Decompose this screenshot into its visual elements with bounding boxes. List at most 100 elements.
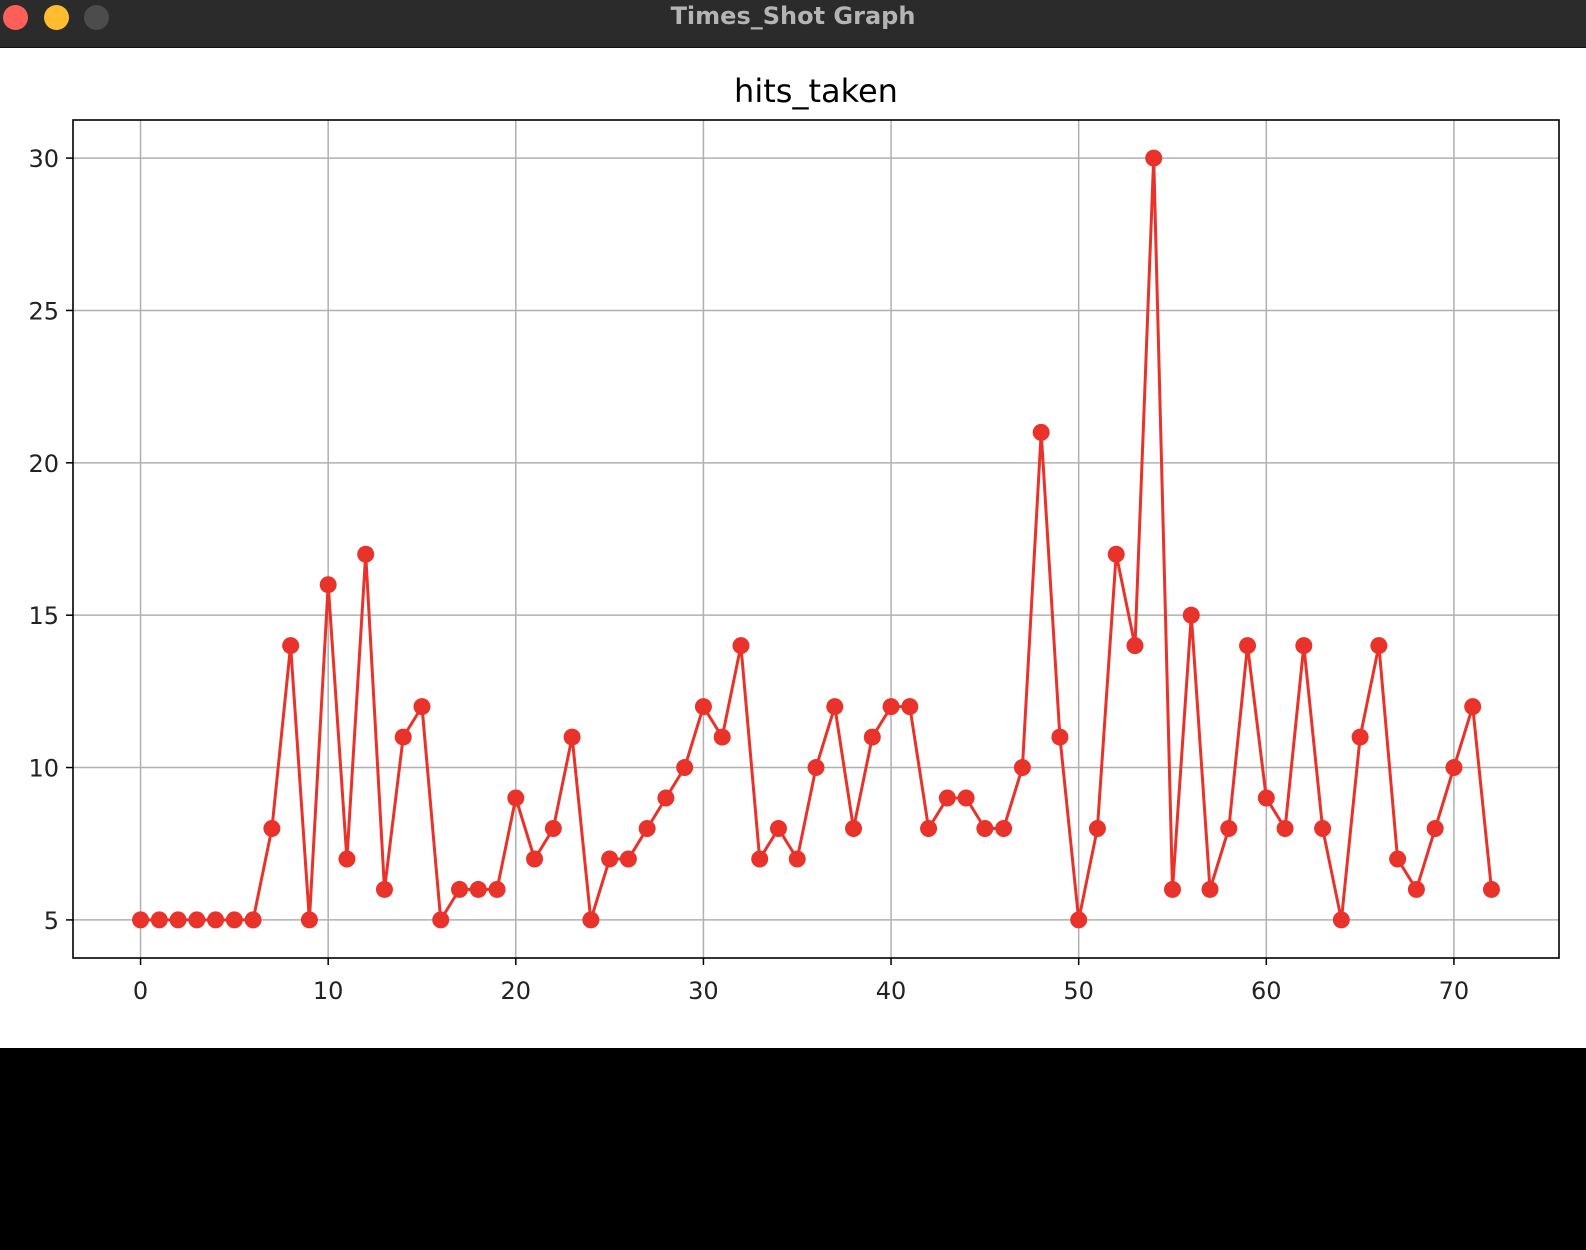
data-point bbox=[619, 850, 637, 868]
data-point bbox=[788, 850, 806, 868]
data-point bbox=[1257, 789, 1275, 807]
y-tick-label: 10 bbox=[28, 755, 59, 783]
x-tick-label: 0 bbox=[133, 977, 148, 1005]
data-point bbox=[769, 819, 787, 837]
data-point bbox=[282, 637, 300, 655]
data-point bbox=[150, 911, 168, 929]
x-tick-label: 60 bbox=[1251, 977, 1282, 1005]
data-point bbox=[582, 911, 600, 929]
data-point bbox=[1088, 819, 1106, 837]
data-point bbox=[244, 911, 262, 929]
maximize-button[interactable] bbox=[84, 5, 109, 30]
data-point bbox=[1276, 819, 1294, 837]
data-point bbox=[1351, 728, 1369, 746]
data-point bbox=[1070, 911, 1088, 929]
data-point bbox=[732, 637, 750, 655]
data-point bbox=[1051, 728, 1069, 746]
data-point bbox=[1145, 149, 1163, 167]
data-point bbox=[751, 850, 769, 868]
data-point bbox=[863, 728, 881, 746]
chart-title: hits_taken bbox=[734, 72, 898, 110]
data-point bbox=[188, 911, 206, 929]
window-title: Times_Shot Graph bbox=[670, 2, 916, 30]
data-point bbox=[526, 850, 544, 868]
y-tick-label: 20 bbox=[28, 450, 59, 478]
axes-frame bbox=[72, 119, 1560, 959]
data-point bbox=[169, 911, 187, 929]
data-point bbox=[1389, 850, 1407, 868]
data-point bbox=[1482, 880, 1500, 898]
data-point bbox=[601, 850, 619, 868]
data-point bbox=[225, 911, 243, 929]
data-point bbox=[1182, 606, 1200, 624]
series-hits-taken bbox=[132, 149, 1500, 929]
x-tick-label: 50 bbox=[1063, 977, 1094, 1005]
data-point bbox=[469, 880, 487, 898]
data-point bbox=[826, 698, 844, 716]
data-point bbox=[507, 789, 525, 807]
grid-lines bbox=[73, 120, 1559, 958]
graph-window: Times_Shot Graph hits_taken 0 10 20 30 40 50 6… bbox=[0, 0, 1586, 1048]
plot-area: hits_taken 0 10 20 30 40 50 60 70 5 10 15 20 25 30 bbox=[0, 48, 1586, 1048]
x-tick-label: 10 bbox=[313, 977, 344, 1005]
x-tick-label: 70 bbox=[1439, 977, 1470, 1005]
data-point bbox=[1332, 911, 1350, 929]
data-point bbox=[938, 789, 956, 807]
data-point bbox=[1163, 880, 1181, 898]
x-tick-label: 20 bbox=[501, 977, 532, 1005]
data-point bbox=[638, 819, 656, 837]
data-point bbox=[882, 698, 900, 716]
data-point bbox=[957, 789, 975, 807]
close-button[interactable] bbox=[3, 5, 28, 30]
y-tick-label: 15 bbox=[28, 602, 59, 630]
y-tick-label: 5 bbox=[44, 907, 59, 935]
terminal-background bbox=[0, 1048, 1586, 1250]
data-point bbox=[432, 911, 450, 929]
data-point bbox=[544, 819, 562, 837]
data-point bbox=[357, 545, 375, 563]
data-point bbox=[451, 880, 469, 898]
minimize-button[interactable] bbox=[44, 5, 69, 30]
data-point bbox=[413, 698, 431, 716]
data-point bbox=[207, 911, 225, 929]
x-tick-label: 30 bbox=[688, 977, 719, 1005]
data-point bbox=[300, 911, 318, 929]
line-chart: hits_taken 0 10 20 30 40 50 60 70 5 10 15 20 25 30 bbox=[28, 72, 1560, 1005]
data-point bbox=[1107, 545, 1125, 563]
data-point bbox=[976, 819, 994, 837]
data-point bbox=[132, 911, 150, 929]
data-point bbox=[394, 728, 412, 746]
data-point bbox=[1220, 819, 1238, 837]
data-point bbox=[1126, 637, 1144, 655]
data-point bbox=[901, 698, 919, 716]
data-point bbox=[995, 819, 1013, 837]
data-point bbox=[263, 819, 281, 837]
axis-ticks: 0 10 20 30 40 50 60 70 5 10 15 20 25 30 bbox=[28, 145, 1469, 1005]
data-point bbox=[1314, 819, 1332, 837]
data-point bbox=[338, 850, 356, 868]
data-point bbox=[319, 576, 337, 594]
data-point bbox=[694, 698, 712, 716]
data-point bbox=[1464, 698, 1482, 716]
data-point bbox=[1445, 759, 1463, 777]
data-point bbox=[1032, 423, 1050, 441]
title-bar[interactable]: Times_Shot Graph bbox=[0, 0, 1586, 48]
data-point bbox=[375, 880, 393, 898]
data-point bbox=[845, 819, 863, 837]
data-point bbox=[1239, 637, 1257, 655]
data-point bbox=[713, 728, 731, 746]
y-tick-label: 30 bbox=[28, 145, 59, 173]
data-point bbox=[1370, 637, 1388, 655]
data-point bbox=[1013, 759, 1031, 777]
data-point bbox=[676, 759, 694, 777]
y-tick-label: 25 bbox=[28, 297, 59, 325]
x-tick-label: 40 bbox=[876, 977, 907, 1005]
data-point bbox=[920, 819, 938, 837]
data-point bbox=[1201, 880, 1219, 898]
data-point bbox=[657, 789, 675, 807]
series-line bbox=[140, 156, 1493, 922]
data-point bbox=[1407, 880, 1425, 898]
data-point bbox=[807, 759, 825, 777]
data-point bbox=[563, 728, 581, 746]
data-point bbox=[1295, 637, 1313, 655]
